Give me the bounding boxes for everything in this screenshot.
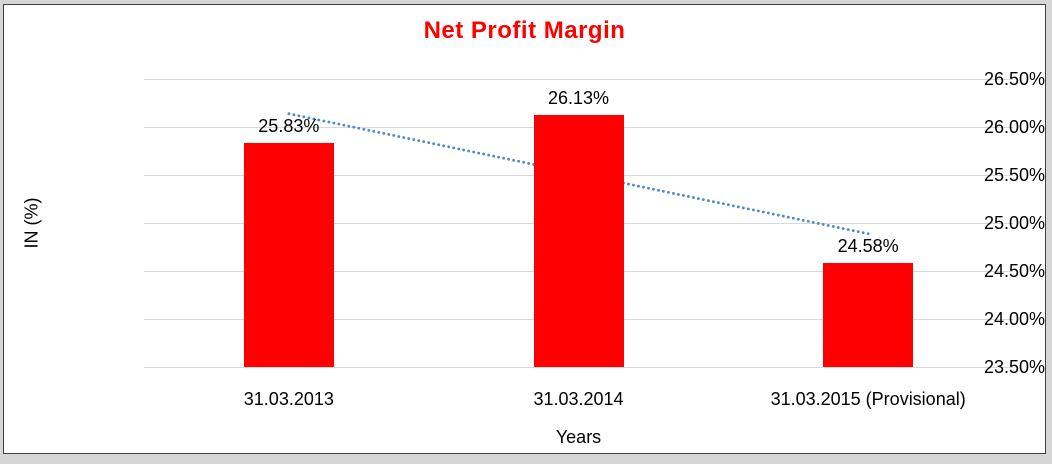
y-axis-tick-label: 25.00% <box>983 213 1045 233</box>
data-label: 26.13% <box>547 87 610 108</box>
data-label: 24.58% <box>837 236 899 257</box>
bar <box>823 263 914 367</box>
x-axis-title: Years <box>555 427 602 447</box>
y-axis-tick-label: 26.00% <box>983 117 1045 137</box>
data-label: 25.83% <box>258 116 320 137</box>
plot-area: 25.83% 26.13% 24.58% <box>144 79 1013 368</box>
x-axis-tick-label: 31.03.2013 <box>243 389 334 409</box>
y-axis-tick-label: 24.50% <box>983 261 1045 281</box>
y-axis-tick-label: 25.50% <box>983 165 1045 185</box>
x-axis-tick-label: 31.03.2014 <box>533 389 624 409</box>
y-axis-title: IN (%) <box>21 197 42 249</box>
gridline <box>144 367 1013 368</box>
gridline <box>144 79 1013 80</box>
x-axis-tick-label: 31.03.2015 (Provisional) <box>770 389 966 409</box>
y-axis-tick-label: 24.00% <box>983 309 1045 329</box>
y-axis-tick-label: 26.50% <box>983 69 1045 89</box>
bar <box>533 114 624 367</box>
chart-area: Net Profit Margin IN (%) 25.83% 26.13% 24.… <box>3 4 1046 454</box>
chart-title: Net Profit Margin <box>423 17 626 44</box>
bar <box>243 143 334 367</box>
y-axis-tick-label: 23.50% <box>983 357 1045 377</box>
